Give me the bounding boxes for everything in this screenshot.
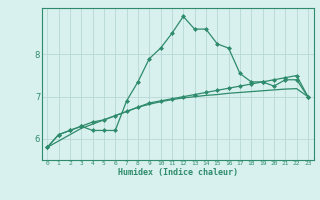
X-axis label: Humidex (Indice chaleur): Humidex (Indice chaleur)	[118, 168, 237, 177]
